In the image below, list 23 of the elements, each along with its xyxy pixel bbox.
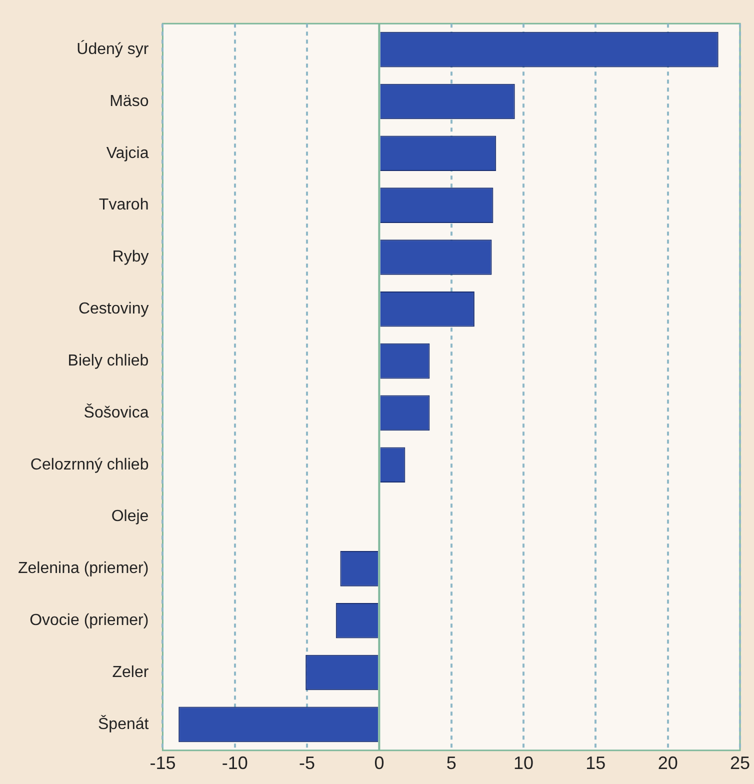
y-tick-label: Ovocie (priemer) xyxy=(30,612,149,630)
y-tick-label: Biely chlieb xyxy=(68,352,149,370)
x-tick-label: 5 xyxy=(446,753,456,774)
y-tick-label: Zelenina (priemer) xyxy=(18,560,149,578)
y-tick-label: Celozrnný chlieb xyxy=(30,456,149,474)
x-tick-label: 25 xyxy=(730,753,750,774)
y-tick-label: Tvaroh xyxy=(98,196,149,214)
y-tick-label: Zeler xyxy=(112,664,150,681)
x-tick-label: 10 xyxy=(514,753,534,774)
y-tick-label: Mäso xyxy=(110,92,149,110)
x-tick-label: 0 xyxy=(374,753,384,774)
y-tick-label: Špenát xyxy=(98,714,150,733)
x-tick-label: -10 xyxy=(222,753,248,774)
x-tick-label: 20 xyxy=(658,753,678,774)
x-tick-label: 15 xyxy=(586,753,606,774)
y-tick-label: Vajcia xyxy=(106,144,149,162)
y-tick-label: Cestoviny xyxy=(78,300,149,318)
x-tick-label: -15 xyxy=(150,753,176,774)
y-tick-label: Údený syr xyxy=(76,40,150,58)
y-tick-label: Šošovica xyxy=(84,403,149,422)
y-tick-label: Oleje xyxy=(111,508,149,526)
y-tick-label: Ryby xyxy=(112,248,149,266)
x-tick-label: -5 xyxy=(299,753,316,774)
